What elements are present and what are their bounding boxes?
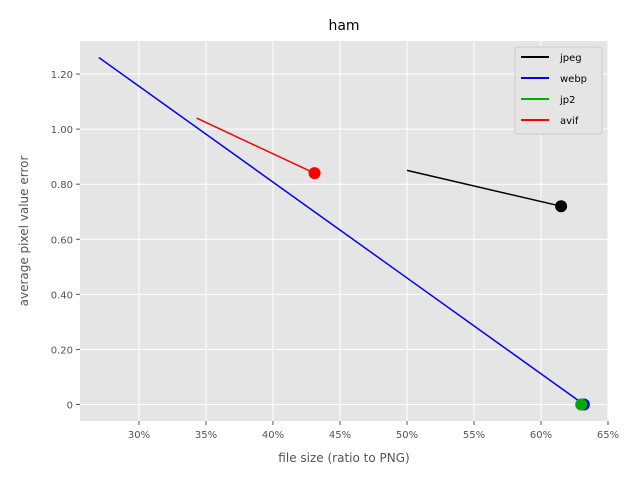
legend-label-jpeg: jpeg (559, 53, 582, 64)
x-axis-ticks: 30% 35% 40% 45% 50% 55% 60% 65% (128, 421, 619, 441)
y-tick-label: 1.20 (51, 70, 73, 81)
y-tick-label: 0.80 (51, 180, 73, 191)
x-tick-label: 55% (463, 430, 485, 441)
series-marker-jpeg (555, 200, 568, 213)
legend-label-jp2: jp2 (559, 95, 576, 106)
legend: jpeg webp jp2 avif (514, 46, 603, 135)
y-axis-label: average pixel value error (17, 156, 31, 307)
y-tick-label: 0.60 (51, 235, 73, 246)
legend-box (514, 46, 603, 135)
x-tick-label: 35% (195, 430, 217, 441)
y-tick-label: 0 (67, 400, 73, 411)
x-tick-label: 50% (396, 430, 418, 441)
series-line-avif (196, 117, 315, 174)
legend-label-avif: avif (560, 116, 579, 127)
y-tick-label: 0.40 (51, 290, 73, 301)
series-line-jpeg (406, 169, 562, 207)
x-tick-label: 40% (262, 430, 284, 441)
x-tick-label: 60% (530, 430, 552, 441)
y-tick-label: 1.00 (51, 125, 73, 136)
series-markers (308, 167, 590, 411)
legend-label-webp: webp (560, 74, 587, 85)
chart-title: ham (328, 18, 359, 34)
series-lines (98, 56, 585, 406)
x-tick-label: 30% (128, 430, 150, 441)
series-marker-jp2 (575, 398, 588, 411)
series-marker-avif (308, 167, 321, 180)
series-line-webp (98, 56, 585, 406)
x-tick-label: 65% (597, 430, 619, 441)
x-axis-label: file size (ratio to PNG) (278, 451, 409, 465)
y-axis-ticks: 0 0.20 0.40 0.60 0.80 1.00 1.20 (51, 70, 80, 411)
y-tick-label: 0.20 (51, 345, 73, 356)
grid (80, 41, 609, 421)
x-tick-label: 45% (329, 430, 351, 441)
